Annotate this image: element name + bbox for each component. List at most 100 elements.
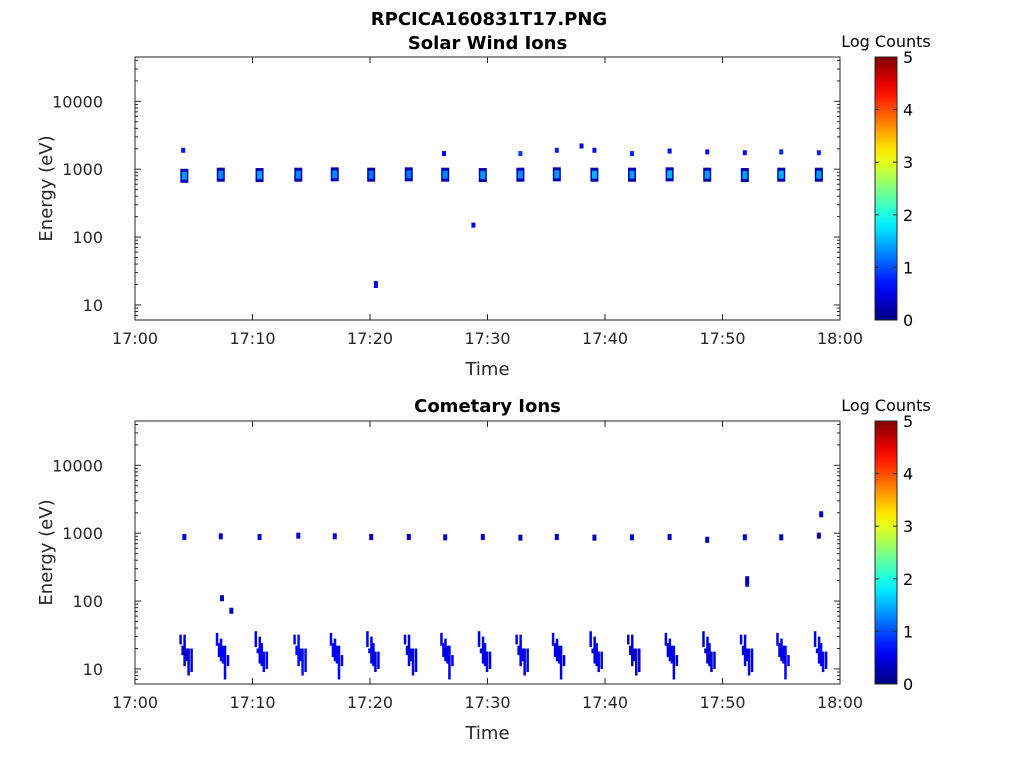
ion-point bbox=[229, 607, 234, 614]
ion-point bbox=[667, 533, 672, 540]
ion-point bbox=[592, 534, 597, 541]
ion-spot-core bbox=[257, 171, 263, 180]
ion-spot bbox=[404, 167, 413, 182]
ion-burst-bar bbox=[519, 634, 522, 667]
ion-burst bbox=[739, 634, 754, 676]
ion-point bbox=[443, 534, 448, 541]
colorbar-tick-label: 1 bbox=[903, 258, 913, 277]
ion-burst bbox=[627, 634, 641, 676]
ion-point bbox=[554, 147, 559, 153]
ion-burst-bar bbox=[633, 648, 636, 662]
ion-burst bbox=[440, 632, 454, 680]
ion-burst-bar bbox=[297, 634, 300, 667]
ion-spot bbox=[255, 168, 264, 183]
ion-point bbox=[705, 149, 710, 155]
ion-burst-bar bbox=[557, 645, 561, 664]
ion-burst-bar bbox=[591, 648, 594, 654]
ion-burst-bar bbox=[448, 645, 451, 680]
ion-burst-bar bbox=[256, 648, 260, 654]
ion-burst-bar bbox=[181, 645, 184, 656]
ion-spot bbox=[367, 167, 376, 182]
ion-burst-bar bbox=[559, 645, 563, 680]
ion-burst-bar bbox=[517, 645, 520, 656]
x-axis-label: Time bbox=[464, 359, 509, 380]
ion-burst-bar bbox=[215, 632, 219, 646]
ion-burst-bar bbox=[713, 651, 716, 669]
ion-burst-bar bbox=[440, 632, 443, 646]
ion-burst-bar bbox=[337, 645, 341, 680]
ion-burst-bar bbox=[747, 648, 751, 676]
ion-burst-bar bbox=[553, 643, 557, 657]
colorbar-tick-label: 3 bbox=[903, 517, 913, 536]
ion-burst-bar bbox=[629, 645, 632, 656]
ion-spot bbox=[441, 167, 450, 182]
ion-spot-core bbox=[218, 170, 224, 179]
ion-point bbox=[742, 150, 747, 156]
ion-burst bbox=[329, 632, 344, 680]
ion-burst-bar bbox=[824, 651, 828, 669]
ion-burst bbox=[477, 631, 492, 673]
panel-title: Solar Wind Ions bbox=[408, 33, 567, 54]
data-layer bbox=[180, 143, 823, 289]
ion-burst-bar bbox=[526, 648, 529, 673]
colorbar: Log Counts 0 1 2 3 4 5 bbox=[841, 396, 931, 694]
colorbar-tick-label: 0 bbox=[903, 675, 913, 694]
x-tick-label: 18:00 bbox=[817, 693, 863, 712]
ion-burst-bar bbox=[819, 643, 823, 667]
ion-spot bbox=[665, 167, 674, 182]
ion-burst-bar bbox=[446, 645, 449, 664]
ion-burst-bar bbox=[335, 645, 339, 664]
ion-burst-bar bbox=[485, 651, 489, 673]
ion-burst-bar bbox=[405, 645, 409, 656]
ion-point bbox=[705, 536, 710, 543]
ion-burst-bar bbox=[219, 638, 223, 662]
colorbar-tick-label: 0 bbox=[903, 311, 913, 330]
ion-point bbox=[218, 533, 223, 540]
ion-burst-bar bbox=[672, 645, 676, 680]
ion-point bbox=[406, 533, 411, 540]
ion-spot-core bbox=[778, 170, 784, 179]
ion-burst-bar bbox=[409, 648, 413, 662]
ion-burst-bar bbox=[179, 634, 182, 645]
panel-cometary: Cometary Ions 17:00 17:10 17:20 17:30 17:40 17… bbox=[36, 396, 931, 744]
ion-point bbox=[182, 533, 187, 540]
ion-spot bbox=[777, 167, 786, 182]
ion-burst bbox=[215, 632, 230, 680]
ion-burst-bar bbox=[635, 648, 638, 676]
colorbar-tick-label: 4 bbox=[903, 101, 913, 120]
ion-point bbox=[742, 534, 747, 541]
ion-burst-bar bbox=[593, 636, 596, 664]
ion-point bbox=[257, 533, 262, 540]
ion-burst bbox=[179, 634, 193, 676]
ion-spot-core bbox=[591, 170, 597, 179]
ion-burst-bar bbox=[442, 643, 445, 657]
ion-burst-bar bbox=[301, 648, 304, 676]
ion-burst-bar bbox=[377, 651, 380, 669]
x-tick-label: 17:30 bbox=[464, 693, 510, 712]
ion-burst bbox=[366, 631, 380, 673]
colorbar-tick-label: 5 bbox=[903, 412, 913, 431]
panel-title: Cometary Ions bbox=[414, 396, 561, 417]
ion-burst-bar bbox=[787, 655, 790, 667]
x-tick-label: 17:10 bbox=[229, 693, 275, 712]
ion-burst-bar bbox=[444, 638, 447, 662]
ion-burst-bar bbox=[411, 648, 415, 676]
colorbar: Log Counts 0 1 2 3 4 5 bbox=[841, 32, 931, 330]
y-tick-label: 10000 bbox=[52, 92, 103, 111]
y-tick-label: 100 bbox=[72, 228, 103, 247]
ion-spot-core bbox=[667, 170, 673, 179]
x-tick-label: 17:30 bbox=[464, 329, 510, 348]
ion-burst-bar bbox=[708, 643, 711, 667]
ion-spot bbox=[552, 167, 561, 182]
ion-point bbox=[518, 151, 523, 157]
x-tick-label: 17:40 bbox=[582, 329, 628, 348]
ion-burst-bar bbox=[782, 645, 785, 664]
ion-burst-bar bbox=[488, 651, 492, 669]
ion-spot-core bbox=[554, 170, 560, 179]
ion-burst-bar bbox=[631, 634, 634, 667]
ion-point bbox=[442, 151, 447, 157]
ion-burst-bar bbox=[265, 651, 269, 669]
ion-point bbox=[219, 595, 224, 602]
ion-point bbox=[667, 148, 672, 154]
ion-burst-bar bbox=[668, 638, 672, 662]
